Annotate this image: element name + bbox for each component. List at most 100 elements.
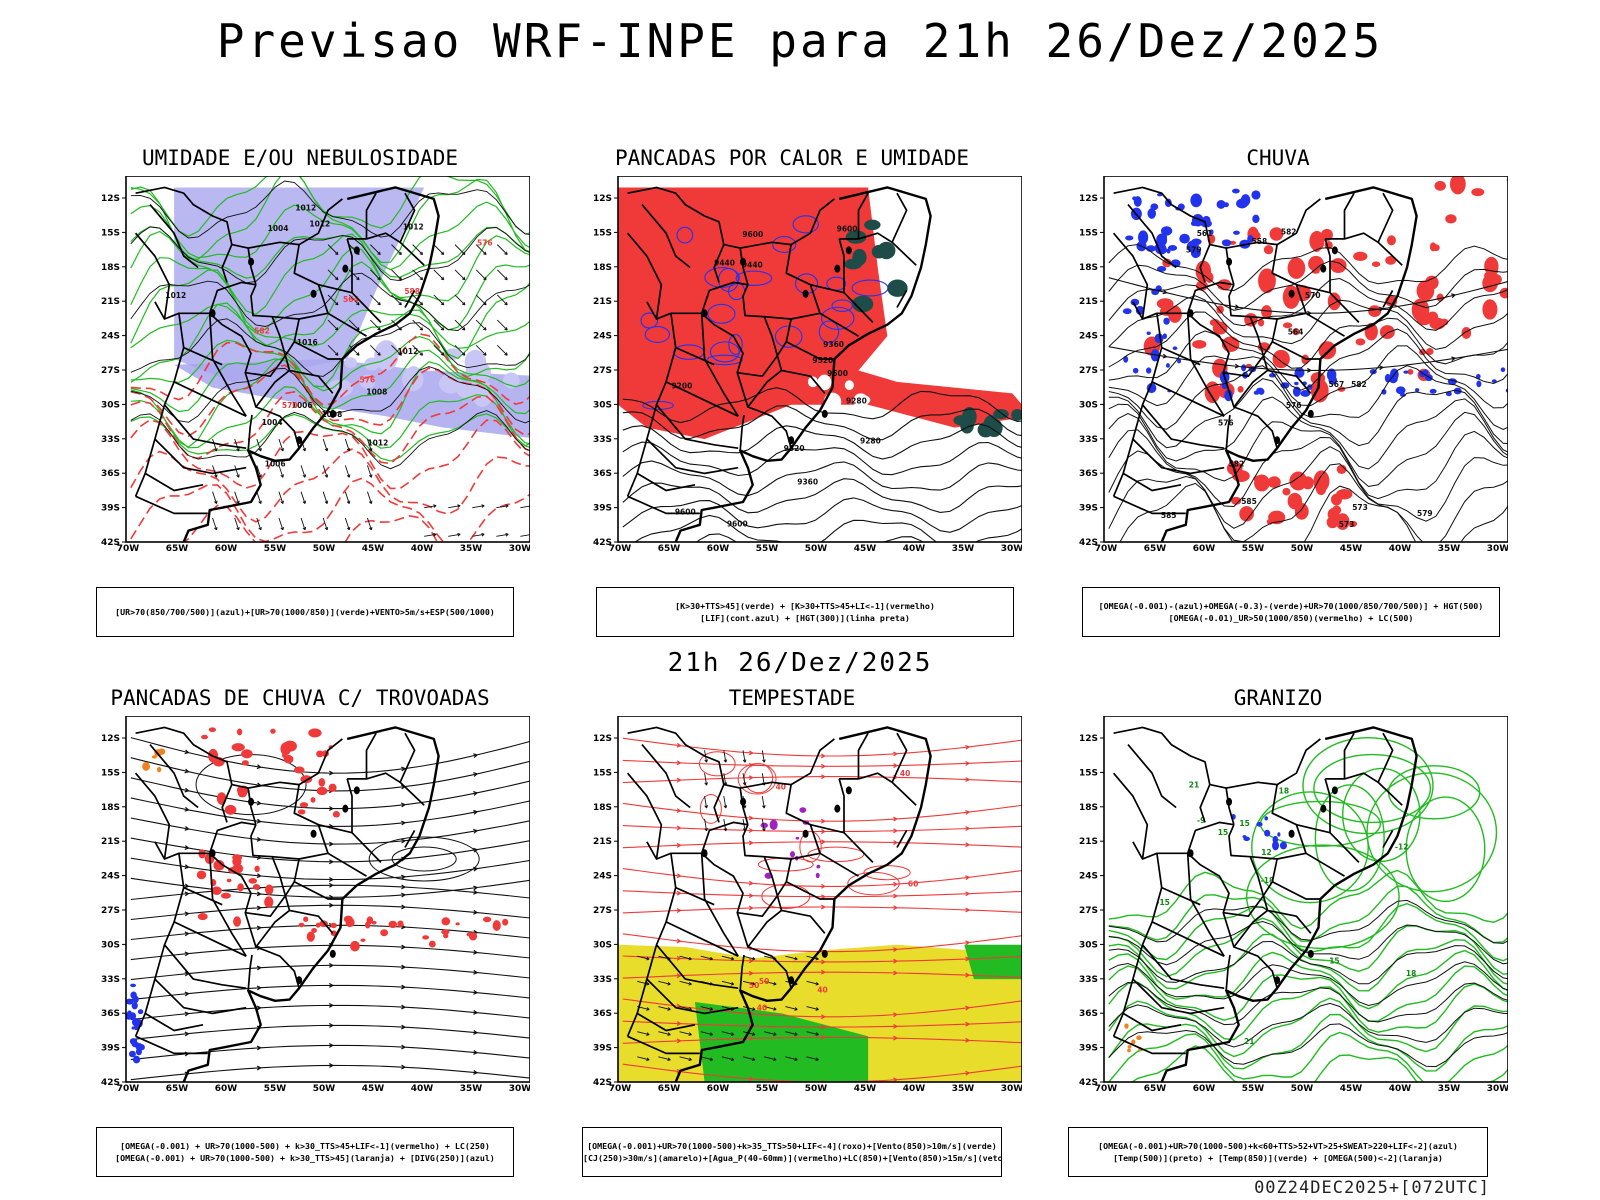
rain-blue-patch	[1395, 386, 1406, 395]
border-line	[1186, 853, 1225, 957]
streamline-arrow	[473, 885, 478, 891]
panel-title: UMIDADE E/OU NEBULOSIDADE	[141, 146, 459, 170]
streamline-arrow	[328, 1002, 334, 1008]
wind-vector	[448, 504, 461, 509]
storm-red-patch	[220, 892, 231, 899]
border-line	[646, 978, 739, 1015]
border-line	[626, 232, 663, 320]
rain-blue-patch	[1186, 240, 1199, 253]
lat-label: 30S	[1079, 940, 1098, 950]
lon-label: 45W	[1340, 544, 1363, 554]
storm-red-patch	[482, 916, 492, 923]
storm-red-patch	[397, 920, 404, 928]
streamline-arrow	[256, 836, 262, 842]
map-layers: 9600 9600 9600 9600 9520 9600 9520 9440 9440 9360…	[618, 186, 1022, 542]
wind-vector	[761, 795, 766, 809]
border-line	[209, 852, 286, 918]
lat-label: 39S	[1079, 504, 1098, 514]
wind-vector	[454, 244, 466, 256]
streamline-arrow	[328, 1022, 334, 1028]
lc250-streamline	[130, 1064, 530, 1081]
streamline-arrow	[473, 1009, 478, 1015]
storm-red-patch	[237, 788, 248, 798]
lc250-streamline	[130, 904, 530, 921]
border-line	[1161, 886, 1201, 906]
omega-orange-patch	[1136, 1035, 1142, 1041]
rain-blue-patch	[1179, 233, 1190, 244]
border-line	[1187, 312, 1264, 378]
storm-red-patch	[306, 931, 315, 942]
streamline-arrow	[965, 1070, 970, 1076]
border-line	[163, 404, 247, 450]
wind850-green-field	[964, 944, 1022, 980]
wind-vector	[391, 294, 402, 306]
streamline-arrow	[748, 840, 753, 846]
storm-red-patch	[455, 922, 460, 926]
rain-blue-patch	[1258, 388, 1265, 395]
divg-blue-patch	[132, 1055, 141, 1064]
contour-label: 9360	[823, 340, 844, 349]
rain-red-patch	[1471, 188, 1485, 197]
lat-label: 21S	[101, 297, 120, 307]
wind-vector	[764, 1006, 777, 1011]
streamline-arrow	[328, 841, 334, 847]
rain-blue-patch	[1268, 373, 1276, 378]
border-line	[838, 238, 845, 293]
border-line	[896, 829, 908, 848]
lat-label: 27S	[101, 906, 120, 916]
contour-label: 1012	[165, 291, 186, 300]
coastline	[674, 726, 932, 1082]
border-line	[857, 192, 869, 239]
storm-purple-patch	[799, 807, 807, 813]
border-line	[173, 921, 247, 957]
panel-title: PANCADAS DE CHUVA C/ TROVOADAS	[110, 686, 490, 710]
pw-contour	[699, 794, 722, 824]
streamline-arrow	[184, 806, 189, 812]
streamline-arrow	[965, 744, 970, 750]
border-line	[244, 912, 257, 948]
lake-marker	[1226, 257, 1233, 266]
streamline-arrow	[965, 760, 970, 766]
border-line	[247, 414, 253, 451]
rain-blue-patch	[1160, 226, 1173, 236]
streamline-arrow	[893, 1023, 898, 1029]
rain-blue-patch	[1221, 239, 1232, 247]
border-line	[1225, 954, 1231, 991]
rain-red-patch	[1484, 256, 1499, 276]
streamline-arrow	[965, 891, 970, 897]
lat-label: 18S	[593, 263, 612, 273]
rain-red-patch	[1231, 496, 1242, 505]
wind-vector	[496, 344, 508, 356]
border-line	[764, 784, 821, 860]
border-line	[154, 438, 247, 475]
wind-vector	[256, 517, 262, 531]
streamline-arrow	[676, 955, 681, 961]
contour-label: 1012	[397, 347, 418, 356]
divg-blue-patch	[134, 1024, 139, 1031]
rain-red-patch	[1269, 227, 1284, 241]
border-line	[655, 944, 739, 990]
lake-marker	[329, 949, 336, 958]
lake-marker	[209, 309, 216, 318]
streamline-arrow	[401, 944, 406, 950]
lc250-streamline	[130, 1004, 530, 1021]
lake-marker	[248, 797, 255, 806]
panel-chuva: CHUVA 585 585 582 582 582 579 579 576 576 573 573 5…	[1068, 146, 1568, 637]
panel-pancadas-calor: PANCADAS POR CALOR E UMIDADE 9600 9600 960…	[582, 146, 1082, 637]
wind-vector	[475, 344, 487, 356]
border-line	[819, 852, 859, 877]
lat-label: 15S	[1079, 768, 1098, 778]
storm-red-patch	[293, 766, 305, 774]
lat-label: 33S	[101, 975, 120, 985]
storm-red-patch	[237, 883, 244, 892]
streamline-arrow	[676, 890, 681, 896]
contour-label: 1012	[367, 439, 388, 448]
border-line	[1226, 198, 1321, 249]
lake-marker	[310, 289, 317, 298]
rain-blue-patch	[1251, 190, 1261, 200]
rain-blue-patch	[1202, 215, 1211, 225]
streamline-arrow	[401, 838, 406, 844]
omega-orange-patch	[1127, 1044, 1132, 1049]
border-line	[1382, 829, 1394, 848]
